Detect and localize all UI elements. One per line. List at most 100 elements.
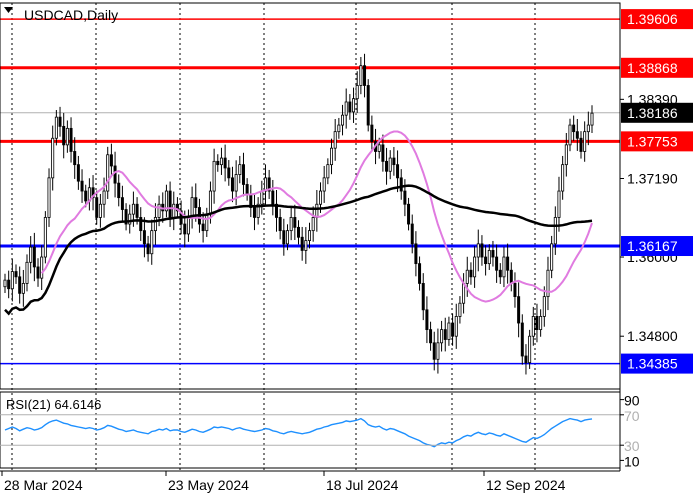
candle-body: [14, 271, 18, 278]
candle-body: [282, 230, 286, 245]
candle-body: [102, 190, 106, 205]
slow-moving-average-line: [4, 184, 593, 316]
candle-body: [399, 177, 403, 192]
candle-body: [208, 190, 212, 215]
candle-body: [131, 203, 135, 215]
date-tick-label: 12 Sep 2024: [486, 477, 566, 493]
candle-body: [443, 329, 447, 340]
candle-body: [212, 160, 216, 192]
date-tick-label: 23 May 2024: [168, 477, 249, 493]
candle-body: [73, 151, 77, 166]
candle-body: [296, 226, 301, 238]
candle-body: [502, 256, 506, 278]
candle-body: [194, 197, 198, 208]
candle-body: [95, 197, 99, 218]
candle-body: [58, 116, 62, 127]
candle-body: [341, 114, 345, 126]
candle-body: [539, 316, 543, 331]
level-price-box: [621, 131, 693, 152]
candle-body: [190, 197, 194, 218]
candle-body: [451, 322, 455, 337]
candle-body: [36, 266, 40, 279]
candle-body: [256, 203, 260, 218]
candle-body: [506, 256, 510, 271]
candle-body: [230, 177, 234, 192]
candle-body: [575, 131, 579, 139]
candle-body: [40, 256, 44, 279]
candle-body: [407, 203, 411, 225]
level-price-label: 1.37753: [627, 133, 678, 149]
level-price-box: [621, 57, 693, 78]
candle-body: [414, 243, 418, 265]
candle-body: [392, 157, 396, 166]
candle-body: [319, 190, 323, 205]
candle-body: [289, 217, 293, 232]
candle-body: [421, 283, 425, 311]
price-tick-label: 1.37190: [627, 171, 678, 187]
candle-body: [69, 127, 73, 152]
candle-body: [109, 154, 113, 167]
candle-body: [590, 112, 594, 126]
candle-body: [528, 335, 532, 364]
candle-body: [241, 164, 245, 185]
candle-body: [487, 250, 491, 265]
moving-averages: [4, 130, 593, 316]
candle-body: [285, 230, 289, 245]
candle-body: [564, 144, 568, 166]
price-tick-label: 1.34800: [627, 328, 678, 344]
fast-moving-average-line: [40, 130, 593, 303]
candle-body: [7, 279, 11, 290]
candle-body: [337, 124, 341, 133]
candle-body: [568, 124, 572, 146]
candle-body: [113, 165, 117, 184]
candle-body: [513, 283, 517, 298]
candle-body: [267, 177, 271, 192]
candle-body: [76, 164, 80, 182]
candle-body: [47, 177, 51, 218]
level-price-box: [621, 236, 693, 257]
candle-body: [245, 184, 249, 195]
candle-body: [51, 137, 55, 179]
candle-body: [29, 246, 33, 263]
candle-body: [561, 164, 565, 192]
candle-body: [531, 316, 535, 337]
candle-body: [128, 213, 132, 225]
candle-body: [278, 217, 282, 232]
candle-body: [175, 203, 179, 212]
candle-body: [491, 250, 495, 258]
candle-body: [142, 230, 146, 245]
candle-body: [498, 269, 502, 278]
candle-body: [300, 236, 304, 251]
candle-body: [572, 124, 576, 133]
candle-body: [352, 98, 356, 113]
rsi-title: RSI(21) 64.6146: [6, 397, 101, 412]
date-tick-label: 18 Jul 2024: [326, 477, 399, 493]
candle-body: [227, 167, 231, 179]
rsi-tick-label: 70: [624, 408, 640, 424]
candle-body: [403, 190, 407, 205]
candle-body: [436, 342, 440, 360]
candle-body: [54, 116, 58, 139]
menu-triangle-icon[interactable]: [4, 7, 13, 13]
candle-body: [495, 256, 499, 271]
level-price-label: 1.34385: [627, 356, 678, 372]
candle-body: [348, 101, 352, 113]
grid-lines: [0, 3, 620, 471]
candle-body: [3, 279, 7, 288]
candle-body: [216, 160, 220, 166]
rsi-line: [4, 417, 593, 448]
candle-body: [469, 269, 473, 278]
candle-body: [520, 322, 524, 357]
candle-body: [363, 65, 367, 86]
candle-body: [462, 283, 466, 304]
candle-body: [517, 296, 521, 324]
candle-body: [388, 157, 392, 172]
candle-body: [25, 261, 29, 284]
candle-body: [333, 131, 337, 149]
candle-body: [150, 230, 154, 255]
candle-body: [385, 160, 389, 172]
candle-body: [146, 243, 150, 255]
candle-body: [274, 203, 278, 218]
candle-body: [315, 203, 319, 218]
